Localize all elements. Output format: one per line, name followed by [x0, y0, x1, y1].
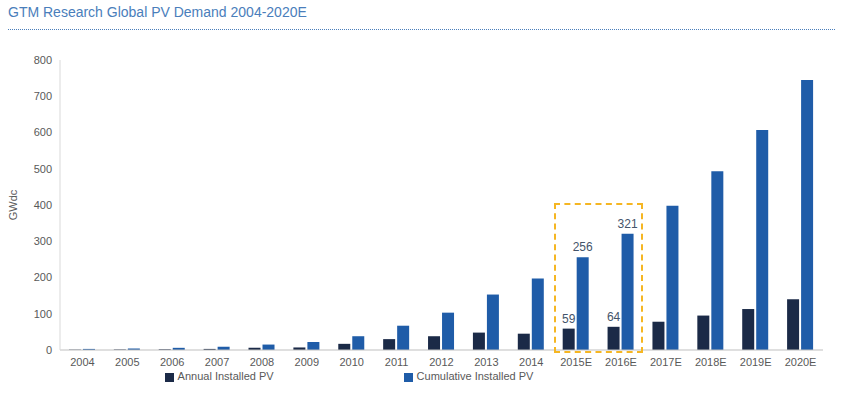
svg-text:256: 256 — [573, 240, 593, 254]
html-text:Cumulative Installed PV: Cumulative Installed PV — [416, 370, 534, 382]
svg-text:400: 400 — [34, 199, 52, 211]
svg-text:2016E: 2016E — [605, 356, 637, 368]
svg-text:2014: 2014 — [519, 356, 543, 368]
svg-text:2007: 2007 — [205, 356, 229, 368]
html-text:Annual Installed PV: Annual Installed PV — [177, 370, 274, 382]
svg-text:2012: 2012 — [429, 356, 453, 368]
svg-text:0: 0 — [46, 344, 52, 356]
svg-text:GWdc: GWdc — [8, 189, 19, 220]
svg-text:2010: 2010 — [339, 356, 363, 368]
svg-text:700: 700 — [34, 90, 52, 102]
svg-text:2008: 2008 — [250, 356, 274, 368]
svg-text:2011: 2011 — [385, 356, 409, 368]
svg-text:300: 300 — [34, 235, 52, 247]
svg-text:800: 800 — [34, 54, 52, 66]
svg-text:2019E: 2019E — [740, 356, 772, 368]
svg-text:2005: 2005 — [115, 356, 139, 368]
svg-text:2009: 2009 — [295, 356, 319, 368]
svg-text:2017E: 2017E — [650, 356, 682, 368]
svg-text:321: 321 — [618, 217, 638, 231]
svg-text:59: 59 — [562, 312, 576, 326]
svg-text:2018E: 2018E — [695, 356, 727, 368]
svg-text:64: 64 — [607, 310, 621, 324]
html-text:GTM Research Global PV Demand: GTM Research Global PV Demand 2004-2020E — [8, 4, 307, 20]
svg-text:200: 200 — [34, 271, 52, 283]
svg-text:2020E: 2020E — [785, 356, 817, 368]
svg-text:2006: 2006 — [160, 356, 184, 368]
svg-text:2015E: 2015E — [560, 356, 592, 368]
svg-text:100: 100 — [34, 308, 52, 320]
svg-text:500: 500 — [34, 163, 52, 175]
svg-text:600: 600 — [34, 126, 52, 138]
svg-text:2004: 2004 — [70, 356, 94, 368]
svg-text:2013: 2013 — [474, 356, 498, 368]
